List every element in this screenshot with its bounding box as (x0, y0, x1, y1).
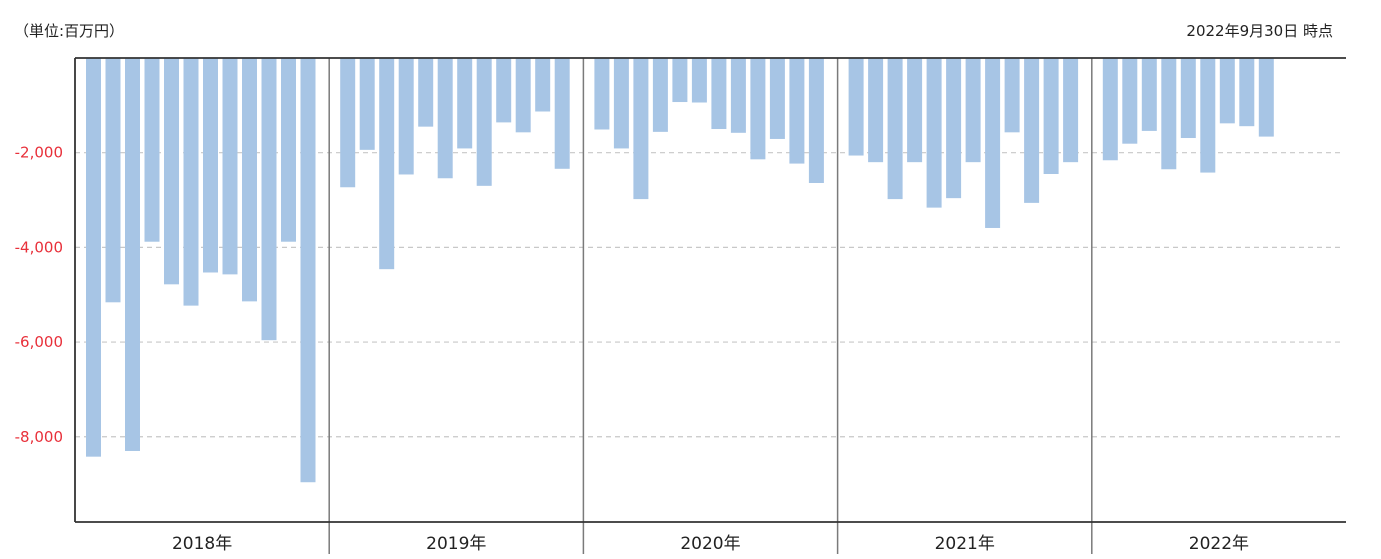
bar (789, 58, 805, 164)
bar (868, 58, 884, 163)
bar (1180, 58, 1196, 139)
bar (242, 58, 257, 302)
unit-label: （単位:百万円） (14, 22, 125, 40)
bar (183, 58, 199, 306)
bar (379, 58, 395, 270)
bar (691, 58, 707, 103)
bar (1024, 58, 1040, 203)
bar (1239, 58, 1255, 127)
bar (1200, 58, 1216, 173)
bar (300, 58, 316, 483)
bar (652, 58, 668, 132)
bar (125, 58, 140, 451)
bar (1258, 58, 1274, 137)
bar (1043, 58, 1059, 174)
bar (965, 58, 981, 163)
bar (535, 58, 551, 112)
bar (515, 58, 531, 133)
bar (730, 58, 746, 133)
bar (418, 58, 434, 127)
bar (496, 58, 512, 123)
bar (750, 58, 766, 160)
bar (222, 58, 238, 275)
y-tick-label: -6,000 (15, 333, 63, 351)
bar (633, 58, 649, 200)
y-tick-label: -2,000 (15, 144, 63, 162)
bar (711, 58, 727, 130)
bar (1219, 58, 1235, 124)
bar (613, 58, 629, 149)
x-tick-label: 2022年 (1189, 534, 1249, 554)
bar (1141, 58, 1157, 131)
bar (144, 58, 160, 242)
y-tick-label: -8,000 (15, 428, 63, 446)
bar (594, 58, 610, 130)
bar (359, 58, 375, 150)
bar (437, 58, 453, 179)
bar (1122, 58, 1138, 144)
bar (808, 58, 824, 183)
bar (769, 58, 785, 139)
bar (554, 58, 570, 169)
bar (86, 58, 101, 457)
x-tick-label: 2020年 (680, 534, 740, 554)
x-tick-label: 2021年 (935, 534, 995, 554)
bar (203, 58, 218, 273)
bar (1063, 58, 1079, 163)
bar (926, 58, 942, 208)
bar (261, 58, 277, 341)
bar (985, 58, 1001, 228)
bar (907, 58, 923, 163)
bar (281, 58, 296, 242)
y-tick-label: -4,000 (15, 238, 63, 256)
bar (946, 58, 962, 199)
bar (398, 58, 414, 175)
x-tick-label: 2018年 (172, 534, 232, 554)
bar (1004, 58, 1020, 133)
bar (164, 58, 179, 285)
bar (340, 58, 356, 188)
bar (672, 58, 688, 103)
bar (848, 58, 864, 156)
bar (457, 58, 473, 149)
bar (1161, 58, 1177, 170)
as-of-date: 2022年9月30日 時点 (1186, 22, 1333, 40)
bar (476, 58, 492, 186)
x-tick-label: 2019年 (426, 534, 486, 554)
bar (887, 58, 903, 200)
bar (105, 58, 121, 303)
bar (1102, 58, 1118, 161)
